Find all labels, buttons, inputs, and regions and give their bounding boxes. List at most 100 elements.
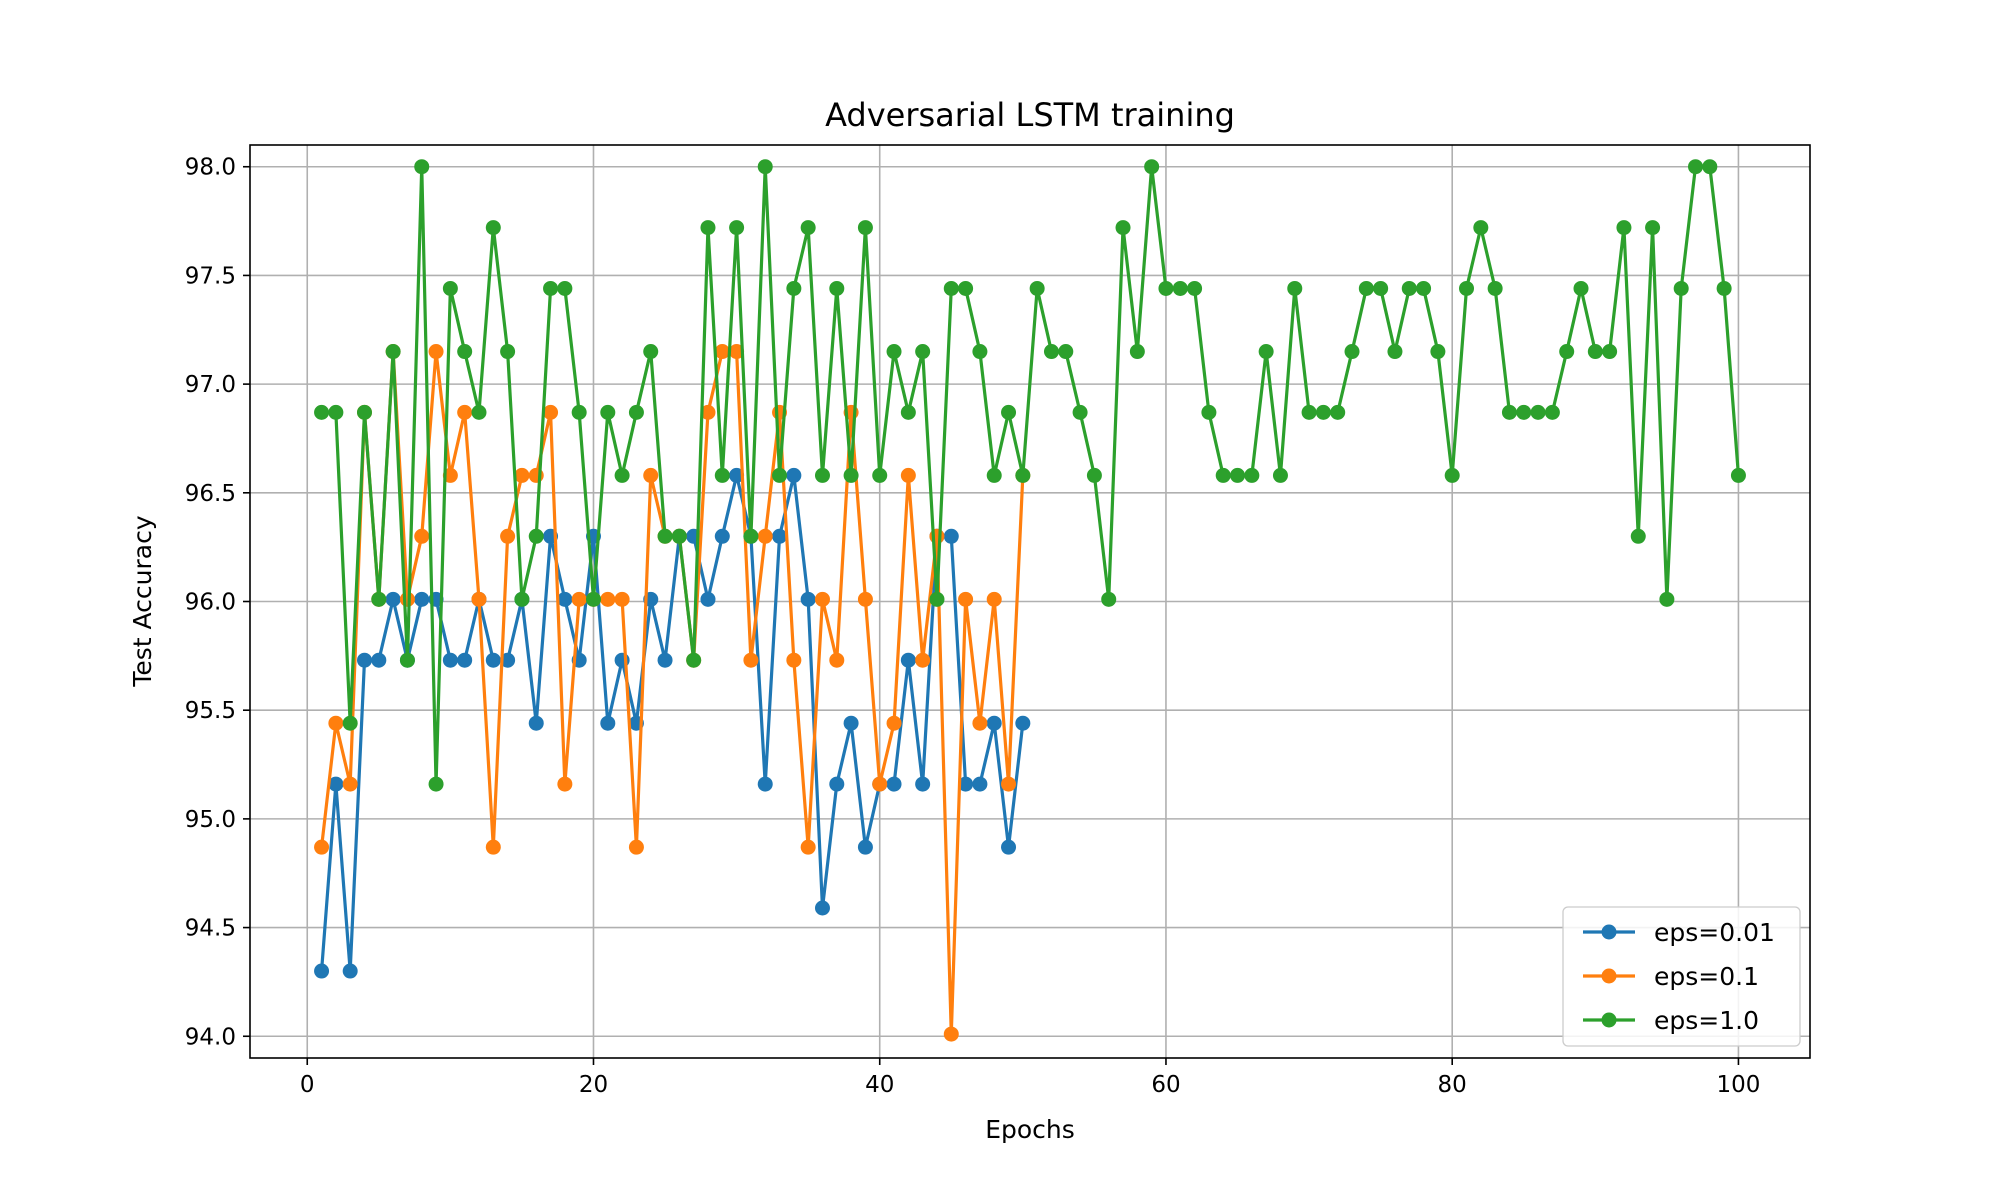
data-point — [700, 220, 716, 236]
x-tick-label: 60 — [1151, 1072, 1180, 1098]
data-point — [385, 591, 401, 607]
x-tick-label: 80 — [1438, 1072, 1467, 1098]
data-point — [643, 344, 659, 360]
x-axis-label: Epochs — [985, 1115, 1075, 1144]
data-point — [485, 839, 501, 855]
data-point — [600, 404, 616, 420]
x-tick-label: 20 — [579, 1072, 608, 1098]
data-point — [514, 591, 530, 607]
y-tick-label: 94.0 — [185, 1024, 236, 1050]
data-point — [1373, 280, 1389, 296]
data-point — [1401, 280, 1417, 296]
data-point — [972, 715, 988, 731]
data-point — [1716, 280, 1732, 296]
data-point — [1573, 280, 1589, 296]
data-point — [943, 528, 959, 544]
data-point — [857, 591, 873, 607]
data-point — [571, 591, 587, 607]
data-point — [471, 591, 487, 607]
data-point — [729, 220, 745, 236]
data-point — [457, 652, 473, 668]
data-point — [958, 591, 974, 607]
data-point — [1215, 467, 1231, 483]
data-point — [528, 715, 544, 731]
data-point — [943, 1026, 959, 1042]
data-point — [314, 963, 330, 979]
data-point — [328, 404, 344, 420]
data-point — [814, 591, 830, 607]
data-point — [1416, 280, 1432, 296]
legend-marker — [1601, 1012, 1617, 1028]
data-point — [857, 839, 873, 855]
data-point — [814, 467, 830, 483]
data-point — [1058, 344, 1074, 360]
data-point — [700, 404, 716, 420]
legend-box — [1562, 906, 1801, 1047]
data-point — [757, 159, 773, 175]
chart-title: Adversarial LSTM training — [825, 96, 1235, 134]
data-point — [915, 776, 931, 792]
data-point — [500, 344, 516, 360]
data-point — [1015, 467, 1031, 483]
data-point — [786, 280, 802, 296]
y-tick-label: 97.5 — [185, 263, 236, 289]
data-point — [886, 776, 902, 792]
data-point — [528, 528, 544, 544]
data-point — [886, 344, 902, 360]
data-point — [485, 220, 501, 236]
data-point — [872, 467, 888, 483]
data-point — [1530, 404, 1546, 420]
x-tick-label: 100 — [1716, 1072, 1760, 1098]
data-point — [1587, 344, 1603, 360]
data-point — [1430, 344, 1446, 360]
data-point — [428, 344, 444, 360]
data-point — [886, 715, 902, 731]
y-tick-label: 95.5 — [185, 698, 236, 724]
data-point — [442, 652, 458, 668]
data-point — [1101, 591, 1117, 607]
data-point — [1659, 591, 1675, 607]
data-point — [772, 528, 788, 544]
y-tick-label: 96.0 — [185, 590, 236, 616]
data-point — [614, 467, 630, 483]
data-point — [657, 528, 673, 544]
data-point — [800, 839, 816, 855]
data-point — [414, 528, 430, 544]
data-point — [485, 652, 501, 668]
data-point — [929, 591, 945, 607]
data-point — [600, 591, 616, 607]
data-point — [757, 776, 773, 792]
data-point — [1501, 404, 1517, 420]
y-axis-label: Test Accuracy — [128, 515, 157, 688]
data-point — [414, 591, 430, 607]
data-point — [600, 715, 616, 731]
data-point — [1001, 776, 1017, 792]
data-point — [1230, 467, 1246, 483]
data-point — [1544, 404, 1560, 420]
data-point — [500, 528, 516, 544]
data-point — [1201, 404, 1217, 420]
data-point — [1043, 344, 1059, 360]
data-point — [729, 344, 745, 360]
data-point — [457, 344, 473, 360]
data-point — [1358, 280, 1374, 296]
data-point — [500, 652, 516, 668]
data-point — [1673, 280, 1689, 296]
data-point — [1630, 528, 1646, 544]
legend-marker — [1601, 924, 1617, 940]
data-point — [1129, 344, 1145, 360]
data-point — [1459, 280, 1475, 296]
x-tick-label: 0 — [300, 1072, 315, 1098]
data-point — [743, 652, 759, 668]
data-point — [829, 776, 845, 792]
data-point — [915, 652, 931, 668]
data-point — [714, 344, 730, 360]
data-point — [843, 715, 859, 731]
data-point — [557, 776, 573, 792]
data-point — [1516, 404, 1532, 420]
data-point — [371, 652, 387, 668]
data-point — [471, 404, 487, 420]
data-point — [1645, 220, 1661, 236]
data-point — [686, 652, 702, 668]
